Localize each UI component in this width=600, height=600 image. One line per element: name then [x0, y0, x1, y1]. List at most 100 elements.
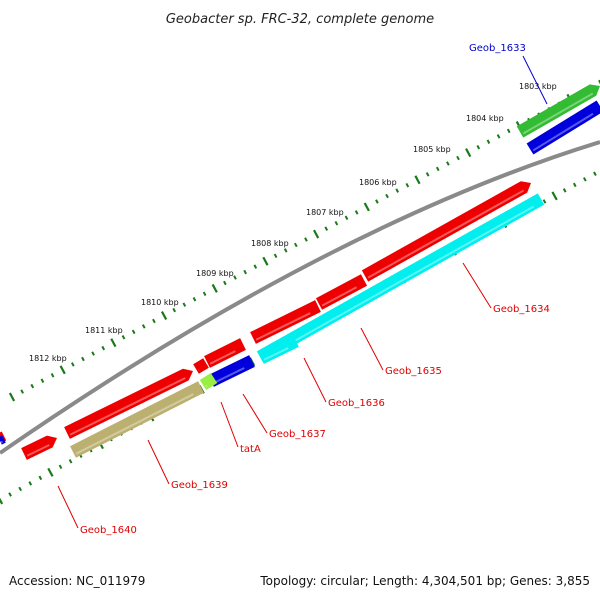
feature-gene-body	[250, 300, 321, 344]
minor-tick	[304, 237, 308, 242]
feature-gene-body	[516, 84, 600, 138]
minor-tick	[425, 172, 430, 177]
minor-tick	[395, 188, 400, 193]
minor-tick	[172, 307, 177, 313]
feature-cds-body	[208, 355, 255, 387]
gene-label: Geob_1635	[385, 366, 442, 377]
gene-label: Geob_1639	[171, 480, 228, 491]
minor-tick	[476, 144, 481, 150]
gene-label: tatA	[240, 444, 261, 455]
minor-tick	[202, 291, 207, 297]
minor-tick	[28, 481, 33, 486]
minor-tick	[91, 351, 95, 356]
feature-gene-highlight	[367, 189, 525, 279]
tick-label: 1805 kbp	[413, 145, 451, 154]
feature-cds-highlight	[213, 367, 245, 384]
major-tick	[414, 175, 421, 185]
feature-cds	[0, 435, 6, 445]
minor-tick	[40, 378, 45, 383]
tick-label: 1806 kbp	[359, 178, 397, 187]
feature-gene	[315, 274, 368, 310]
tick-label: 1807 kbp	[306, 208, 344, 217]
gene-label: Geob_1637	[269, 429, 326, 440]
gene-labels: Geob_1633 Geob_1634 Geob_1635 Geob_1636 Geob…	[80, 43, 550, 536]
major-tick	[160, 311, 168, 321]
genome-backbone	[0, 140, 600, 455]
minor-tick	[273, 253, 278, 259]
leader-line	[522, 55, 548, 105]
major-tick	[47, 467, 54, 477]
feature-cds-body	[526, 100, 600, 155]
minor-tick	[572, 182, 577, 188]
feature-cds-body	[258, 335, 299, 364]
minor-tick	[506, 128, 511, 134]
leader-line	[462, 262, 492, 309]
feature-gene	[361, 181, 531, 282]
map-title: Geobacter sp. FRC-32, complete genome	[166, 12, 434, 27]
gene-label: Geob_1634	[493, 304, 550, 315]
minor-tick	[50, 373, 55, 378]
minor-tick	[192, 297, 197, 302]
minor-tick	[583, 177, 587, 182]
feature-gene-body	[315, 274, 368, 310]
tick-label: 1810 kbp	[141, 298, 179, 307]
minor-tick	[70, 362, 75, 367]
major-tick	[262, 256, 269, 266]
tick-label: 1804 kbp	[466, 114, 504, 123]
feature-cds	[526, 100, 600, 155]
feature-cds	[199, 372, 218, 391]
tick-label: 1812 kbp	[29, 354, 67, 363]
leader-line	[220, 401, 239, 448]
minor-tick	[58, 464, 63, 470]
minor-tick	[152, 318, 156, 324]
feature-gene-body	[193, 358, 209, 374]
minor-tick	[405, 182, 410, 188]
major-tick	[110, 338, 117, 348]
major-tick	[551, 191, 558, 201]
minor-tick	[456, 155, 460, 161]
feature-cds-body	[199, 372, 218, 391]
minor-tick	[243, 269, 247, 275]
feature-cds	[208, 355, 255, 387]
tick-label: 1809 kbp	[196, 269, 234, 278]
gene-label: Geob_1633	[469, 43, 526, 54]
feature-gene-highlight	[26, 444, 50, 457]
feature-cds-highlight	[0, 440, 4, 445]
feature-gene	[204, 338, 246, 368]
feature-cds	[70, 381, 204, 458]
leader-line	[360, 327, 384, 371]
minor-tick	[81, 356, 85, 362]
major-tick	[59, 365, 66, 375]
major-tick	[363, 202, 370, 212]
major-tick	[313, 229, 320, 239]
feature-cds-highlight	[262, 205, 535, 360]
minor-tick	[121, 335, 126, 340]
feature-cds-highlight	[75, 393, 194, 455]
feature-gene-highlight	[522, 92, 594, 135]
feature-cds-highlight	[263, 347, 289, 361]
feature-gene	[64, 368, 193, 439]
outer-tick-row	[8, 79, 600, 402]
feature-cds-highlight	[532, 112, 594, 152]
minor-tick	[131, 329, 136, 335]
minor-tick	[233, 275, 237, 280]
minor-tick	[375, 199, 379, 204]
minor-tick	[446, 161, 450, 166]
feature-gene	[193, 358, 209, 374]
feature-gene-body	[361, 181, 531, 282]
leader-line	[57, 485, 79, 529]
minor-tick	[344, 215, 349, 221]
minor-tick	[30, 383, 35, 389]
leader-line	[147, 439, 170, 485]
tick-label: 1808 kbp	[251, 239, 289, 248]
tick-label: 1811 kbp	[85, 326, 123, 335]
feature-cds	[258, 335, 299, 364]
feature-gene	[250, 300, 321, 344]
leader-line	[303, 357, 327, 403]
major-tick	[211, 283, 218, 293]
footer-info: Topology: circular; Length: 4,304,501 bp…	[260, 574, 590, 588]
minor-tick	[334, 220, 339, 226]
features	[0, 84, 600, 460]
minor-tick	[38, 475, 43, 481]
